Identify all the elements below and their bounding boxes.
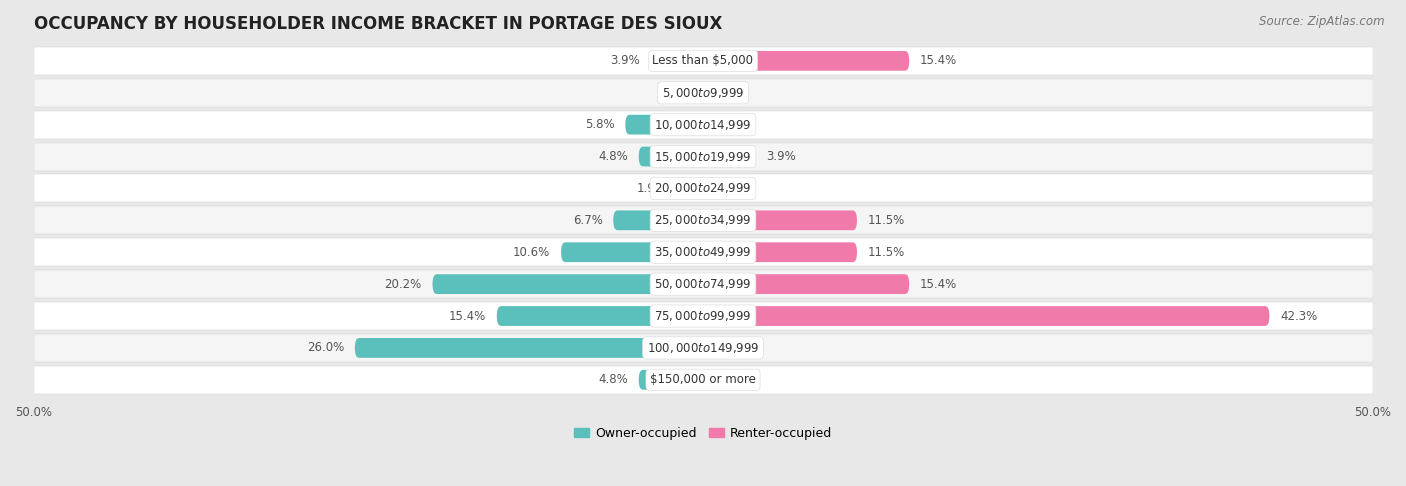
Text: 4.8%: 4.8% <box>599 373 628 386</box>
FancyBboxPatch shape <box>651 51 703 71</box>
FancyBboxPatch shape <box>638 370 703 390</box>
Text: 1.9%: 1.9% <box>637 182 666 195</box>
Legend: Owner-occupied, Renter-occupied: Owner-occupied, Renter-occupied <box>568 422 838 445</box>
FancyBboxPatch shape <box>34 270 1372 298</box>
FancyBboxPatch shape <box>433 274 703 294</box>
FancyBboxPatch shape <box>703 243 858 262</box>
Text: 0.0%: 0.0% <box>714 118 744 131</box>
Text: 15.4%: 15.4% <box>920 54 957 68</box>
Text: 3.9%: 3.9% <box>610 54 640 68</box>
Text: Source: ZipAtlas.com: Source: ZipAtlas.com <box>1260 15 1385 28</box>
FancyBboxPatch shape <box>34 366 1372 394</box>
FancyBboxPatch shape <box>561 243 703 262</box>
Text: $75,000 to $99,999: $75,000 to $99,999 <box>654 309 752 323</box>
Text: Less than $5,000: Less than $5,000 <box>652 54 754 68</box>
Text: 11.5%: 11.5% <box>868 246 905 259</box>
FancyBboxPatch shape <box>34 334 1372 362</box>
FancyBboxPatch shape <box>703 147 755 166</box>
FancyBboxPatch shape <box>613 210 703 230</box>
FancyBboxPatch shape <box>496 306 703 326</box>
Text: 15.4%: 15.4% <box>449 310 486 323</box>
Text: 15.4%: 15.4% <box>920 278 957 291</box>
FancyBboxPatch shape <box>703 51 910 71</box>
Text: 20.2%: 20.2% <box>385 278 422 291</box>
Text: 26.0%: 26.0% <box>307 342 344 354</box>
FancyBboxPatch shape <box>678 178 703 198</box>
FancyBboxPatch shape <box>34 206 1372 234</box>
FancyBboxPatch shape <box>34 174 1372 203</box>
FancyBboxPatch shape <box>354 338 703 358</box>
Text: $25,000 to $34,999: $25,000 to $34,999 <box>654 213 752 227</box>
FancyBboxPatch shape <box>34 47 1372 75</box>
FancyBboxPatch shape <box>626 115 703 135</box>
Text: 0.0%: 0.0% <box>714 342 744 354</box>
FancyBboxPatch shape <box>703 274 910 294</box>
Text: 42.3%: 42.3% <box>1279 310 1317 323</box>
Text: 0.0%: 0.0% <box>714 86 744 99</box>
Text: $150,000 or more: $150,000 or more <box>650 373 756 386</box>
Text: OCCUPANCY BY HOUSEHOLDER INCOME BRACKET IN PORTAGE DES SIOUX: OCCUPANCY BY HOUSEHOLDER INCOME BRACKET … <box>34 15 721 33</box>
FancyBboxPatch shape <box>34 111 1372 139</box>
Text: $5,000 to $9,999: $5,000 to $9,999 <box>662 86 744 100</box>
Text: 10.6%: 10.6% <box>513 246 550 259</box>
Text: $35,000 to $49,999: $35,000 to $49,999 <box>654 245 752 259</box>
Text: 3.9%: 3.9% <box>766 150 796 163</box>
Text: 6.7%: 6.7% <box>572 214 603 227</box>
Text: 0.0%: 0.0% <box>714 373 744 386</box>
Text: $20,000 to $24,999: $20,000 to $24,999 <box>654 181 752 195</box>
Text: 5.8%: 5.8% <box>585 118 614 131</box>
FancyBboxPatch shape <box>34 79 1372 107</box>
Text: $50,000 to $74,999: $50,000 to $74,999 <box>654 277 752 291</box>
FancyBboxPatch shape <box>34 302 1372 330</box>
Text: 11.5%: 11.5% <box>868 214 905 227</box>
FancyBboxPatch shape <box>638 147 703 166</box>
FancyBboxPatch shape <box>703 210 858 230</box>
Text: 4.8%: 4.8% <box>599 150 628 163</box>
Text: $10,000 to $14,999: $10,000 to $14,999 <box>654 118 752 132</box>
Text: $15,000 to $19,999: $15,000 to $19,999 <box>654 150 752 164</box>
Text: $100,000 to $149,999: $100,000 to $149,999 <box>647 341 759 355</box>
FancyBboxPatch shape <box>703 306 1270 326</box>
Text: 0.0%: 0.0% <box>662 86 692 99</box>
FancyBboxPatch shape <box>34 142 1372 171</box>
Text: 0.0%: 0.0% <box>714 182 744 195</box>
FancyBboxPatch shape <box>34 238 1372 266</box>
